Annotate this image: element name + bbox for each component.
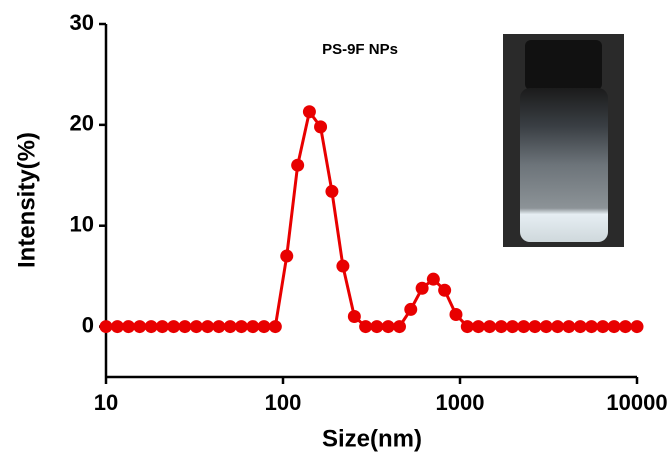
data-point (415, 281, 429, 295)
y-tick-label: 20 (70, 111, 94, 136)
data-point (223, 320, 237, 334)
data-point (539, 320, 553, 334)
y-tick-label: 10 (70, 212, 94, 237)
data-point (212, 320, 226, 334)
x-axis-title: Size(nm) (322, 425, 422, 452)
data-point (506, 320, 520, 334)
data-point (144, 320, 158, 334)
x-tick-label: 1000 (436, 390, 485, 415)
data-point (336, 259, 350, 273)
data-point (178, 320, 192, 334)
inset-photo (503, 34, 624, 247)
data-point (449, 307, 463, 321)
data-point (630, 320, 644, 334)
data-point (268, 320, 282, 334)
data-point (257, 320, 271, 334)
data-point (551, 320, 565, 334)
data-point (291, 158, 305, 172)
data-point (302, 105, 316, 119)
data-point (438, 283, 452, 297)
data-point (584, 320, 598, 334)
data-point (167, 320, 181, 334)
data-point (246, 320, 260, 334)
x-tick-label: 10000 (606, 390, 667, 415)
data-point (347, 309, 361, 323)
data-point (99, 320, 113, 334)
data-point (133, 320, 147, 334)
data-point (494, 320, 508, 334)
data-point (573, 320, 587, 334)
data-point (596, 320, 610, 334)
data-point (528, 320, 542, 334)
data-point (392, 320, 406, 334)
x-tick-label: 10 (94, 390, 118, 415)
data-point (121, 320, 135, 334)
y-axis-title: Intensity(%) (13, 132, 40, 268)
data-point (234, 320, 248, 334)
data-point (607, 320, 621, 334)
data-point (280, 249, 294, 263)
data-point (155, 320, 169, 334)
data-point (359, 320, 373, 334)
data-point (404, 302, 418, 316)
data-point (381, 320, 395, 334)
data-point (562, 320, 576, 334)
data-point (426, 272, 440, 286)
data-point (618, 320, 632, 334)
annotation: PS-9F NPs (322, 41, 398, 58)
data-point (483, 320, 497, 334)
data-point (201, 320, 215, 334)
y-tick-label: 30 (70, 10, 94, 35)
data-point (325, 184, 339, 198)
data-point (471, 320, 485, 334)
data-point (370, 320, 384, 334)
data-point (460, 320, 474, 334)
x-tick-label: 100 (265, 390, 302, 415)
data-point (110, 320, 124, 334)
data-point (314, 120, 328, 134)
data-point (189, 320, 203, 334)
y-tick-label: 0 (82, 312, 94, 337)
data-point (517, 320, 531, 334)
